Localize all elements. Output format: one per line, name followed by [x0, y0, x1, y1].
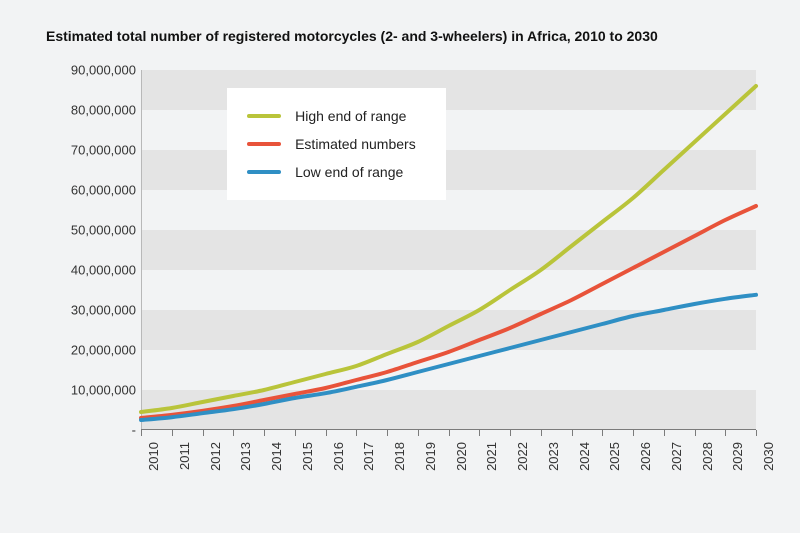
x-tick-label: 2022: [515, 442, 530, 471]
y-tick-label: 80,000,000: [46, 103, 136, 118]
x-tick-mark: [541, 430, 542, 436]
x-tick-mark: [479, 430, 480, 436]
x-tick-mark: [449, 430, 450, 436]
x-tick-mark: [725, 430, 726, 436]
x-tick-mark: [356, 430, 357, 436]
legend-label: Low end of range: [295, 164, 403, 180]
y-tick-label: 90,000,000: [46, 63, 136, 78]
y-tick-label: 60,000,000: [46, 183, 136, 198]
x-tick-label: 2015: [300, 442, 315, 471]
y-tick-label: 10,000,000: [46, 383, 136, 398]
legend-swatch: [247, 170, 281, 174]
chart-area: High end of range Estimated numbers Low en…: [46, 60, 766, 500]
x-tick-label: 2013: [238, 442, 253, 471]
y-tick-label: 40,000,000: [46, 263, 136, 278]
legend-swatch: [247, 142, 281, 146]
y-tick-label: 20,000,000: [46, 343, 136, 358]
x-tick-mark: [602, 430, 603, 436]
x-tick-mark: [264, 430, 265, 436]
x-tick-label: 2020: [454, 442, 469, 471]
legend-item: Low end of range: [247, 158, 416, 186]
x-tick-mark: [172, 430, 173, 436]
x-tick-label: 2011: [177, 442, 192, 470]
x-tick-label: 2021: [484, 442, 499, 471]
x-tick-label: 2028: [700, 442, 715, 471]
x-tick-label: 2030: [761, 442, 776, 471]
x-tick-mark: [387, 430, 388, 436]
legend-label: Estimated numbers: [295, 136, 416, 152]
y-tick-label: 50,000,000: [46, 223, 136, 238]
legend: High end of range Estimated numbers Low en…: [227, 88, 446, 200]
x-tick-mark: [233, 430, 234, 436]
legend-label: High end of range: [295, 108, 406, 124]
x-tick-mark: [203, 430, 204, 436]
x-tick-label: 2024: [577, 442, 592, 471]
x-tick-label: 2019: [423, 442, 438, 471]
x-tick-mark: [326, 430, 327, 436]
x-tick-mark: [572, 430, 573, 436]
x-tick-mark: [664, 430, 665, 436]
x-tick-label: 2018: [392, 442, 407, 471]
x-tick-mark: [418, 430, 419, 436]
x-tick-mark: [141, 430, 142, 436]
x-tick-mark: [695, 430, 696, 436]
x-tick-label: 2010: [146, 442, 161, 471]
x-tick-label: 2017: [361, 442, 376, 471]
chart-container: Estimated total number of registered mot…: [0, 0, 800, 533]
x-tick-label: 2023: [546, 442, 561, 471]
x-tick-mark: [633, 430, 634, 436]
legend-swatch: [247, 114, 281, 118]
x-tick-label: 2016: [331, 442, 346, 471]
x-tick-label: 2026: [638, 442, 653, 471]
legend-item: Estimated numbers: [247, 130, 416, 158]
x-tick-mark: [295, 430, 296, 436]
y-tick-label: 70,000,000: [46, 143, 136, 158]
x-tick-label: 2014: [269, 442, 284, 471]
chart-title: Estimated total number of registered mot…: [46, 28, 658, 44]
x-tick-label: 2025: [607, 442, 622, 471]
legend-item: High end of range: [247, 102, 416, 130]
x-tick-mark: [756, 430, 757, 436]
x-tick-mark: [510, 430, 511, 436]
series-line: [141, 295, 756, 420]
x-tick-label: 2027: [669, 442, 684, 471]
y-tick-label: 30,000,000: [46, 303, 136, 318]
x-tick-label: 2012: [208, 442, 223, 471]
y-tick-label: -: [46, 423, 136, 438]
x-tick-label: 2029: [730, 442, 745, 471]
